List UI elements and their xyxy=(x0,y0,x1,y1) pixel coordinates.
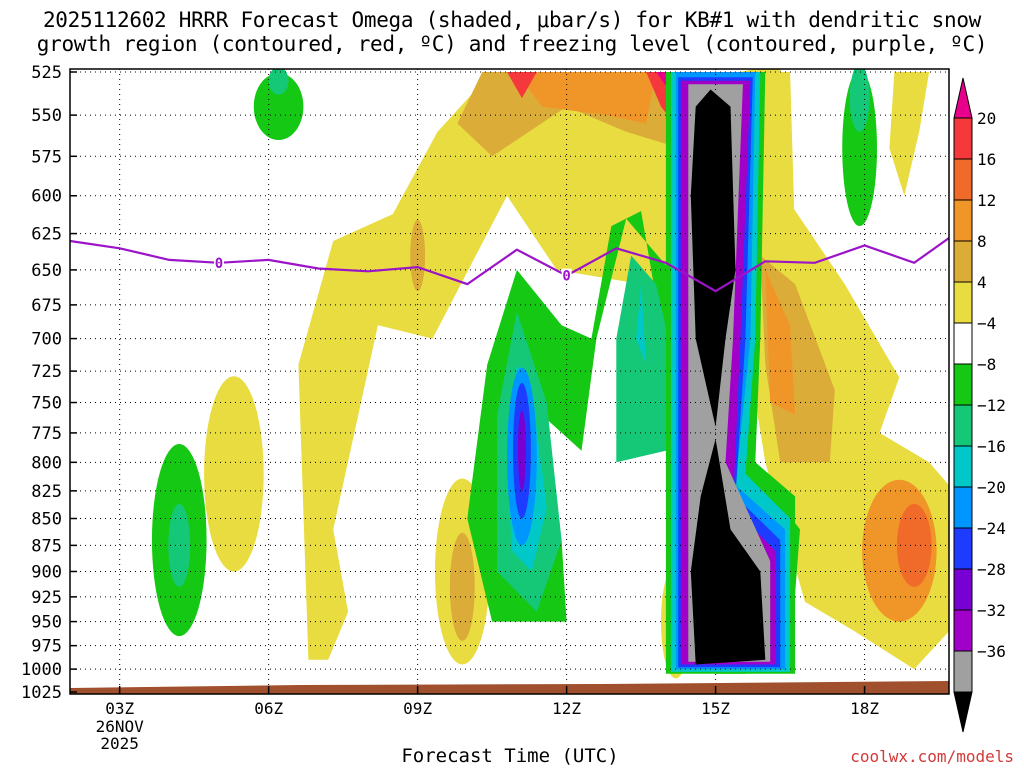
field-descent-topright xyxy=(889,72,930,196)
y-tick-label-550: 550 xyxy=(31,106,62,126)
field-ascent-topleft xyxy=(253,73,304,141)
x-tick-label-12Z: 12Z xyxy=(552,699,581,718)
field-ascent-core-purple xyxy=(517,410,526,491)
colorbar-label: 20 xyxy=(977,109,996,128)
colorbar-bin xyxy=(953,240,973,283)
colorbar-label: −8 xyxy=(977,355,996,374)
x-tick-sublabel: 2025 xyxy=(100,734,139,753)
colorbar-bin xyxy=(953,322,973,365)
y-tick-label-575: 575 xyxy=(31,147,62,167)
colorbar-label: −16 xyxy=(977,437,1006,456)
field-descent-orange-mid xyxy=(449,532,475,641)
field-descent-orange-lr2 xyxy=(896,503,932,587)
y-tick-label-925: 925 xyxy=(31,588,62,608)
y-tick-label-1000: 1000 xyxy=(21,660,62,680)
x-tick-label-15Z: 15Z xyxy=(701,699,730,718)
field-descent-orange-top2 xyxy=(516,72,656,124)
colorbar-label: 16 xyxy=(977,150,996,169)
y-tick-label-600: 600 xyxy=(31,187,62,207)
freezing-level-label: 0 xyxy=(562,269,570,285)
freezing-level-label: 0 xyxy=(215,256,223,272)
colorbar-bin xyxy=(953,404,973,447)
colorbar-label: 8 xyxy=(977,232,987,251)
x-tick-label-03Z: 03Z xyxy=(105,699,134,718)
field-descent-left xyxy=(204,376,264,572)
y-tick-label-825: 825 xyxy=(31,482,62,502)
field-ascent-topleft-inner xyxy=(268,69,289,95)
y-tick-label-725: 725 xyxy=(31,362,62,382)
colorbar-bin xyxy=(953,117,973,160)
freezing-level-label-bg xyxy=(213,255,224,270)
chart-title-line2: growth region (contoured, red, ºC) and f… xyxy=(36,32,988,56)
field-ascent-main-5 xyxy=(636,284,647,365)
x-tick-label-09Z: 09Z xyxy=(403,699,432,718)
y-tick-label-525: 525 xyxy=(31,63,62,83)
colorbar-min-arrow xyxy=(953,691,973,733)
x-tick-sublabel: 26NOV xyxy=(96,717,145,736)
chart-title-line1: 2025112602 HRRR Forecast Omega (shaded, … xyxy=(42,8,982,32)
y-tick-label-675: 675 xyxy=(31,296,62,316)
colorbar-bin xyxy=(953,281,973,324)
colorbar-bin xyxy=(953,609,973,652)
y-tick-label-1025: 1025 xyxy=(21,683,62,703)
y-tick-label-775: 775 xyxy=(31,424,62,444)
colorbar-label: −28 xyxy=(977,560,1006,579)
colorbar-bin xyxy=(953,650,973,693)
colorbar-bin xyxy=(953,199,973,242)
colorbar-label: −12 xyxy=(977,396,1006,415)
x-axis-title: Forecast Time (UTC) xyxy=(401,745,619,767)
x-tick-label-18Z: 18Z xyxy=(850,699,879,718)
y-tick-label-875: 875 xyxy=(31,536,62,556)
field-descent-orange-col xyxy=(410,220,426,292)
y-tick-label-800: 800 xyxy=(31,453,62,473)
freezing-level-label-bg xyxy=(561,268,572,283)
y-tick-label-625: 625 xyxy=(31,225,62,245)
colorbar-bin xyxy=(953,158,973,201)
colorbar-bin xyxy=(953,445,973,488)
terrain-ground xyxy=(70,681,949,694)
credit-link[interactable]: coolwx.com/models xyxy=(850,747,1014,766)
chart-title: 2025112602 HRRR Forecast Omega (shaded, … xyxy=(0,8,1024,56)
colorbar-label: 4 xyxy=(977,273,987,292)
y-tick-label-650: 650 xyxy=(31,261,62,281)
colorbar-bin xyxy=(953,527,973,570)
colorbar-label: −36 xyxy=(977,642,1006,661)
field-column-core-lower xyxy=(690,438,766,665)
field-descent-orange-colright xyxy=(765,269,796,415)
plot-area: 00 xyxy=(70,69,949,694)
y-tick-label-975: 975 xyxy=(31,637,62,657)
y-tick-label-700: 700 xyxy=(31,330,62,350)
field-descent-red-top xyxy=(507,72,537,99)
field-ascent-left-inner xyxy=(168,503,191,587)
field-column-core-upper xyxy=(690,89,736,427)
colorbar-label: −20 xyxy=(977,478,1006,497)
colorbar-bin xyxy=(953,486,973,529)
y-tick-label-950: 950 xyxy=(31,613,62,633)
y-tick-label-750: 750 xyxy=(31,394,62,414)
colorbar-bin xyxy=(953,568,973,611)
colorbar-label: −4 xyxy=(977,314,996,333)
x-tick-label-06Z: 06Z xyxy=(254,699,283,718)
colorbar-bin xyxy=(953,363,973,406)
colorbar-label: −32 xyxy=(977,601,1006,620)
plot-frame xyxy=(69,68,950,695)
colorbar-label: 12 xyxy=(977,191,996,210)
y-tick-label-850: 850 xyxy=(31,510,62,530)
y-tick-label-900: 900 xyxy=(31,562,62,582)
colorbar-max-arrow xyxy=(953,77,973,119)
colorbar-label: −24 xyxy=(977,519,1006,538)
field-ascent-topright-inner xyxy=(849,69,870,132)
